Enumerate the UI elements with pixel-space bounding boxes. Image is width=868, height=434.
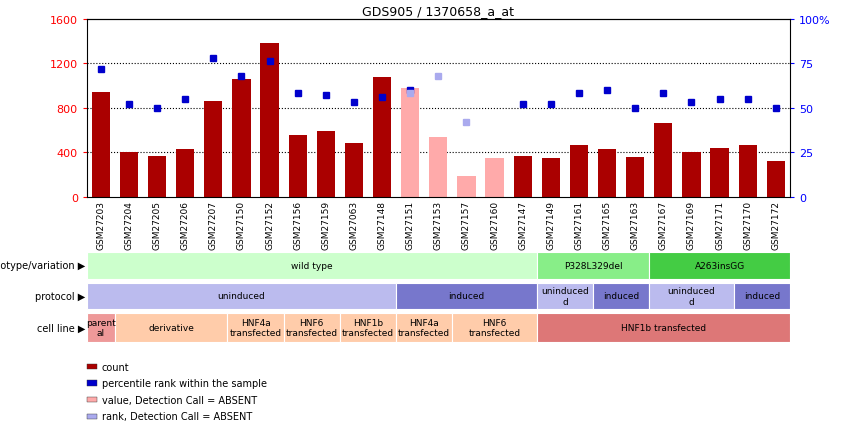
Text: uninduced: uninduced	[218, 292, 266, 301]
Text: wild type: wild type	[291, 261, 332, 270]
Text: HNF4a
transfected: HNF4a transfected	[398, 318, 450, 337]
Title: GDS905 / 1370658_a_at: GDS905 / 1370658_a_at	[362, 5, 515, 18]
Text: rank, Detection Call = ABSENT: rank, Detection Call = ABSENT	[102, 411, 252, 421]
Bar	[457, 176, 476, 197]
Bar	[429, 138, 448, 197]
Bar	[396, 283, 536, 309]
Bar	[598, 150, 616, 197]
Bar	[227, 313, 284, 342]
Bar	[485, 158, 503, 197]
Bar	[204, 102, 222, 197]
Bar	[148, 156, 167, 197]
Text: percentile rank within the sample: percentile rank within the sample	[102, 378, 266, 388]
Bar	[396, 313, 452, 342]
Bar	[514, 156, 532, 197]
Bar	[317, 132, 335, 197]
Text: count: count	[102, 362, 129, 372]
Bar	[401, 89, 419, 197]
Text: uninduced
d: uninduced d	[667, 286, 715, 306]
Bar	[536, 313, 790, 342]
Text: parent
al: parent al	[86, 318, 115, 337]
Bar	[87, 283, 396, 309]
Bar	[176, 150, 194, 197]
Bar	[373, 77, 391, 197]
Bar	[120, 153, 138, 197]
Bar	[542, 158, 560, 197]
Text: A263insGG: A263insGG	[694, 261, 745, 270]
Bar	[766, 162, 785, 197]
Text: genotype/variation ▶: genotype/variation ▶	[0, 261, 85, 271]
Text: value, Detection Call = ABSENT: value, Detection Call = ABSENT	[102, 395, 257, 404]
Text: HNF6
transfected: HNF6 transfected	[469, 318, 521, 337]
Bar	[536, 253, 649, 279]
Bar	[345, 144, 363, 197]
Text: HNF1b transfected: HNF1b transfected	[621, 323, 706, 332]
Text: uninduced
d: uninduced d	[541, 286, 589, 306]
Bar	[92, 93, 110, 197]
Bar	[340, 313, 396, 342]
Bar	[115, 313, 227, 342]
Bar	[536, 283, 593, 309]
Bar	[452, 313, 536, 342]
Bar	[569, 145, 589, 197]
Text: protocol ▶: protocol ▶	[35, 291, 85, 301]
Text: induced: induced	[603, 292, 639, 301]
Bar	[87, 253, 536, 279]
Bar	[682, 153, 700, 197]
Bar	[710, 148, 729, 197]
Bar	[593, 283, 649, 309]
Bar	[654, 124, 673, 197]
Bar	[649, 253, 790, 279]
Text: P328L329del: P328L329del	[563, 261, 622, 270]
Bar	[260, 44, 279, 197]
Text: induced: induced	[744, 292, 779, 301]
Bar	[87, 313, 115, 342]
Bar	[649, 283, 733, 309]
Text: HNF6
transfected: HNF6 transfected	[286, 318, 338, 337]
Bar	[733, 283, 790, 309]
Bar	[233, 79, 251, 197]
Text: induced: induced	[449, 292, 484, 301]
Bar	[739, 145, 757, 197]
Bar	[288, 135, 307, 197]
Text: HNF1b
transfected: HNF1b transfected	[342, 318, 394, 337]
Text: HNF4a
transfected: HNF4a transfected	[229, 318, 281, 337]
Bar	[626, 158, 644, 197]
Text: derivative: derivative	[148, 323, 194, 332]
Bar	[284, 313, 340, 342]
Text: cell line ▶: cell line ▶	[37, 323, 85, 332]
